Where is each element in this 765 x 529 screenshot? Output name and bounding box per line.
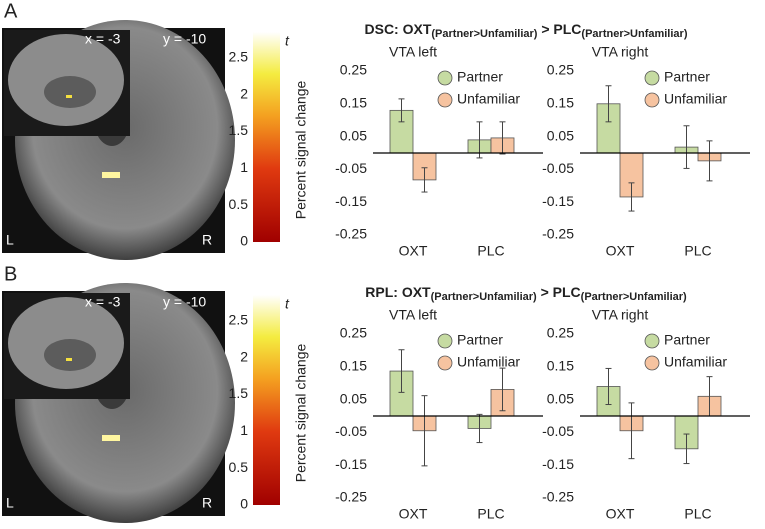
hemisphere-label: R [202,232,212,248]
legend-label: Unfamiliar [664,354,727,370]
x-tick-label: PLC [477,506,504,522]
legend-label: Partner [664,69,710,85]
x-tick-label: PLC [477,243,504,259]
colorbar-tick-label: 1 [240,422,248,438]
colorbar-tick-label: 2.5 [229,48,249,64]
y-tick-label: -0.25 [542,226,574,242]
legend-label: Unfamiliar [457,354,520,370]
coordinate-label: y = -10 [163,31,206,47]
y-tick-label: -0.15 [542,456,574,472]
y-tick-label: -0.05 [335,160,367,176]
y-tick-label: -0.05 [335,423,367,439]
legend-marker [644,355,660,371]
activation [102,172,120,178]
title-part: DSC: OXT [365,21,432,37]
chart-title: VTA right [592,307,649,323]
y-axis-label: Percent signal change [293,81,309,220]
x-tick-label: OXT [399,506,428,522]
y-tick-label: -0.05 [542,423,574,439]
y-tick-label: 0.25 [547,325,574,341]
y-tick-label: 0.05 [340,127,367,143]
y-tick-label: 0.05 [340,390,367,406]
coordinate-label: y = -10 [163,294,206,310]
legend-marker [644,92,660,108]
y-tick-label: 0.25 [340,325,367,341]
colorbar [253,32,280,242]
title-subscript: (Partner>Unfamiliar) [431,291,537,303]
y-tick-label: 0.25 [340,62,367,78]
panel-title: DSC: OXT(Partner>Unfamiliar) > PLC(Partn… [365,21,688,40]
colorbar-tick-label: 0.5 [229,459,249,475]
coordinate-label: x = -3 [85,31,121,47]
chart-title: VTA right [592,44,649,60]
y-tick-label: 0.15 [340,95,367,111]
panel-label: B [4,263,17,285]
x-tick-label: PLC [684,506,711,522]
colorbar-tick-label: 0 [240,496,248,512]
y-tick-label: 0.15 [547,95,574,111]
x-tick-label: PLC [684,243,711,259]
title-subscript: (Partner>Unfamiliar) [581,291,687,303]
y-axis-label: Percent signal change [293,344,309,483]
y-tick-label: 0.05 [547,390,574,406]
brain-sagittal-inner [44,339,96,371]
colorbar-tick-label: 2.5 [229,311,249,327]
legend-label: Unfamiliar [457,91,520,107]
y-tick-label: -0.05 [542,160,574,176]
activation [102,435,120,441]
title-part: > PLC [537,284,581,300]
legend-marker [644,70,660,86]
y-tick-label: 0.15 [340,358,367,374]
title-subscript: (Partner>Unfamiliar) [431,28,537,40]
colorbar-tick-label: 2 [240,85,248,101]
legend-label: Partner [664,332,710,348]
colorbar-tick-label: 2 [240,348,248,364]
coordinate-label: x = -3 [85,294,121,310]
legend-label: Partner [457,69,503,85]
y-tick-label: -0.15 [542,193,574,209]
legend-marker [644,333,660,349]
hemisphere-label: L [6,232,14,248]
y-tick-label: 0.15 [547,358,574,374]
legend-marker [437,92,453,108]
title-part: RPL: OXT [365,284,431,300]
x-tick-label: OXT [399,243,428,259]
activation [66,95,72,98]
title-part: > PLC [537,21,581,37]
y-tick-label: -0.25 [335,489,367,505]
chart-title: VTA left [389,307,437,323]
legend-label: Partner [457,332,503,348]
brain-sagittal-inner [44,76,96,108]
y-tick-label: 0.25 [547,62,574,78]
x-tick-label: OXT [606,243,635,259]
chart-title: VTA left [389,44,437,60]
colorbar-label: t [285,296,290,312]
panel-label: A [4,0,18,22]
activation [66,358,72,361]
hemisphere-label: R [202,495,212,511]
x-tick-label: OXT [606,506,635,522]
y-tick-label: -0.15 [335,456,367,472]
y-tick-label: -0.25 [542,489,574,505]
colorbar-tick-label: 1.5 [229,122,249,138]
legend-marker [437,355,453,371]
colorbar [253,295,280,505]
colorbar-label: t [285,33,290,49]
colorbar-tick-label: 0.5 [229,196,249,212]
colorbar-tick-label: 1.5 [229,385,249,401]
y-tick-label: -0.15 [335,193,367,209]
colorbar-tick-label: 1 [240,159,248,175]
title-subscript: (Partner>Unfamiliar) [581,28,687,40]
panel-title: RPL: OXT(Partner>Unfamiliar) > PLC(Partn… [365,284,687,303]
hemisphere-label: L [6,495,14,511]
y-tick-label: 0.05 [547,127,574,143]
legend-marker [437,70,453,86]
colorbar-tick-label: 0 [240,233,248,249]
legend-label: Unfamiliar [664,91,727,107]
legend-marker [437,333,453,349]
y-tick-label: -0.25 [335,226,367,242]
